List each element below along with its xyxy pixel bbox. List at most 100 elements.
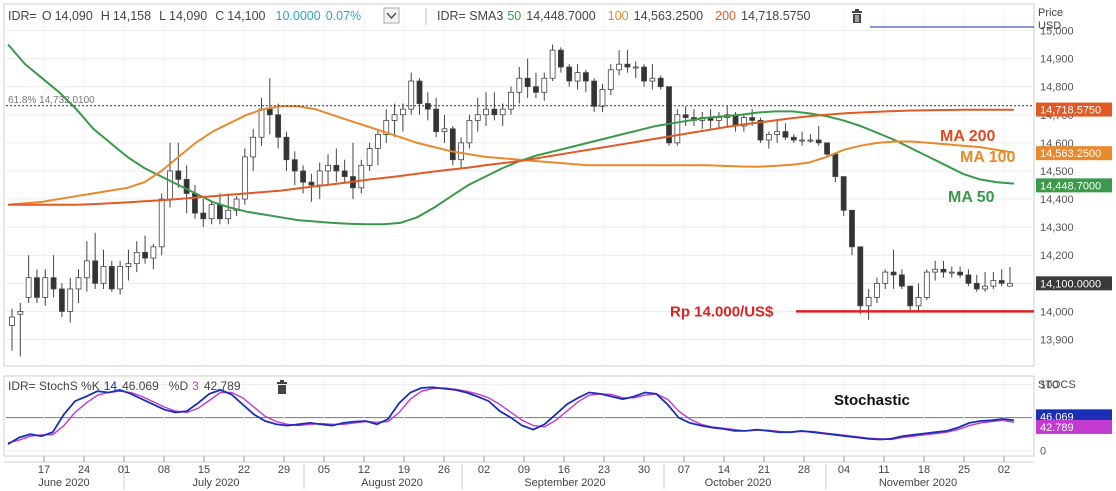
candle-body [42,277,49,298]
candle-body [782,131,789,138]
candle-body [740,117,747,127]
ma100-badge-text: 14,563.2500 [1040,148,1101,160]
candle-body [524,77,531,88]
candle-body [424,103,431,110]
stoch-axis-title: STOCS [1038,379,1076,391]
candle-body [275,114,282,138]
price-tick-label: 14,800 [1040,82,1074,94]
trash-icon[interactable] [852,9,862,23]
dropdown-button[interactable] [383,7,400,24]
month-label: November 2020 [879,477,957,489]
trash-icon[interactable] [277,380,287,394]
candle-body [832,153,839,177]
candle-body [241,156,248,200]
price-axis: 13,90014,00014,10014,20014,30014,40014,5… [1040,25,1074,346]
candle-body [998,280,1005,284]
week-tick-label: 09 [518,464,530,476]
header-bar: IDR= O 14,090 H 14,158 L 14,090 C 14,100 10.0000 0… [8,9,361,23]
candle-body [874,282,880,298]
candle-body [591,80,598,107]
candle-body [632,66,639,69]
stoch-d-value: 42.789 [204,379,241,393]
week-tick-label: 07 [678,464,690,476]
stochastic-label: Stochastic [834,392,910,409]
stoch-k-line [7,386,1015,445]
price-tick-label: 14,300 [1040,222,1074,234]
candle-body [416,80,423,104]
candle-body [549,49,556,79]
candle-body [158,198,165,248]
sma200-value: 14,718.5750 [741,9,811,23]
candle-body [92,260,99,284]
sma-header: IDR= SMA3 50 14,448.7000 100 14,563.2500 200 1… [437,9,811,23]
candle-body [840,176,847,211]
candle-body [940,268,947,273]
week-tick-label: 29 [278,464,290,476]
candle-body [142,252,148,259]
candle-body [225,209,232,220]
candle-body [965,274,972,284]
candle-body [399,108,406,116]
candle-body [657,77,664,88]
candle-body [882,271,889,284]
candle-body [948,271,955,274]
candle-body [167,170,173,200]
candle-body [649,77,656,82]
sma50-value: 14,448.7000 [526,9,596,23]
month-label: June 2020 [38,477,89,489]
candle-body [50,277,57,290]
candle-body [815,139,822,144]
candle-body [408,80,415,110]
candle-body [641,66,647,82]
candle-body [59,288,65,312]
candle-body [117,266,124,290]
week-tick-label: 16 [558,464,570,476]
fib-level-label: 61.8% 14,732.0100 [8,95,95,106]
close-badge-text: 14,100.0000 [1040,278,1101,290]
high-value: 14,158 [113,9,151,23]
close-value: 14,100 [227,9,265,23]
price-tick-label: 14,400 [1040,194,1074,206]
candle-body [923,271,930,298]
week-tick-label: 08 [158,464,170,476]
candle-body [25,277,32,298]
candle-body [807,139,814,142]
week-tick-label: 17 [38,464,50,476]
candle-body [358,164,365,189]
ma200-badge-text: 14,718.5750 [1040,105,1101,117]
candle-body [774,131,781,135]
support-label: Rp 14.000/US$ [670,303,774,320]
candle-body [666,86,672,144]
symbol: IDR= [8,9,37,23]
month-label: September 2020 [524,477,605,489]
candle-body [108,266,115,290]
stoch-k-badge [1036,409,1112,424]
week-tick-label: 14 [718,464,730,476]
candle-body [325,164,331,172]
candle-body [915,296,922,307]
stochastic-lines [7,386,1015,445]
candle-body [957,271,963,276]
candle-body [824,142,830,155]
ma50-label: MA 50 [948,189,995,206]
stoch-d-badge-text: 42.789 [1040,422,1074,434]
ma50-badge [1036,178,1112,193]
price-axis-unit: USD [1038,20,1061,32]
candle-body [599,89,606,107]
stoch-k-value: 46.069 [122,379,159,393]
ma200-badge [1036,102,1112,117]
candle-body [765,134,772,141]
close-badge [1036,276,1112,291]
candle-body [566,66,573,82]
candle-body [383,119,390,135]
price-tick-label: 14,200 [1040,250,1074,262]
sma100-value: 14,563.2500 [634,9,704,23]
candle-body [375,134,381,149]
ma100-line [7,105,1015,206]
candle-body [233,198,240,211]
candle-body [258,108,265,138]
candle-body [183,178,190,194]
price-tick-label: 14,900 [1040,54,1074,66]
